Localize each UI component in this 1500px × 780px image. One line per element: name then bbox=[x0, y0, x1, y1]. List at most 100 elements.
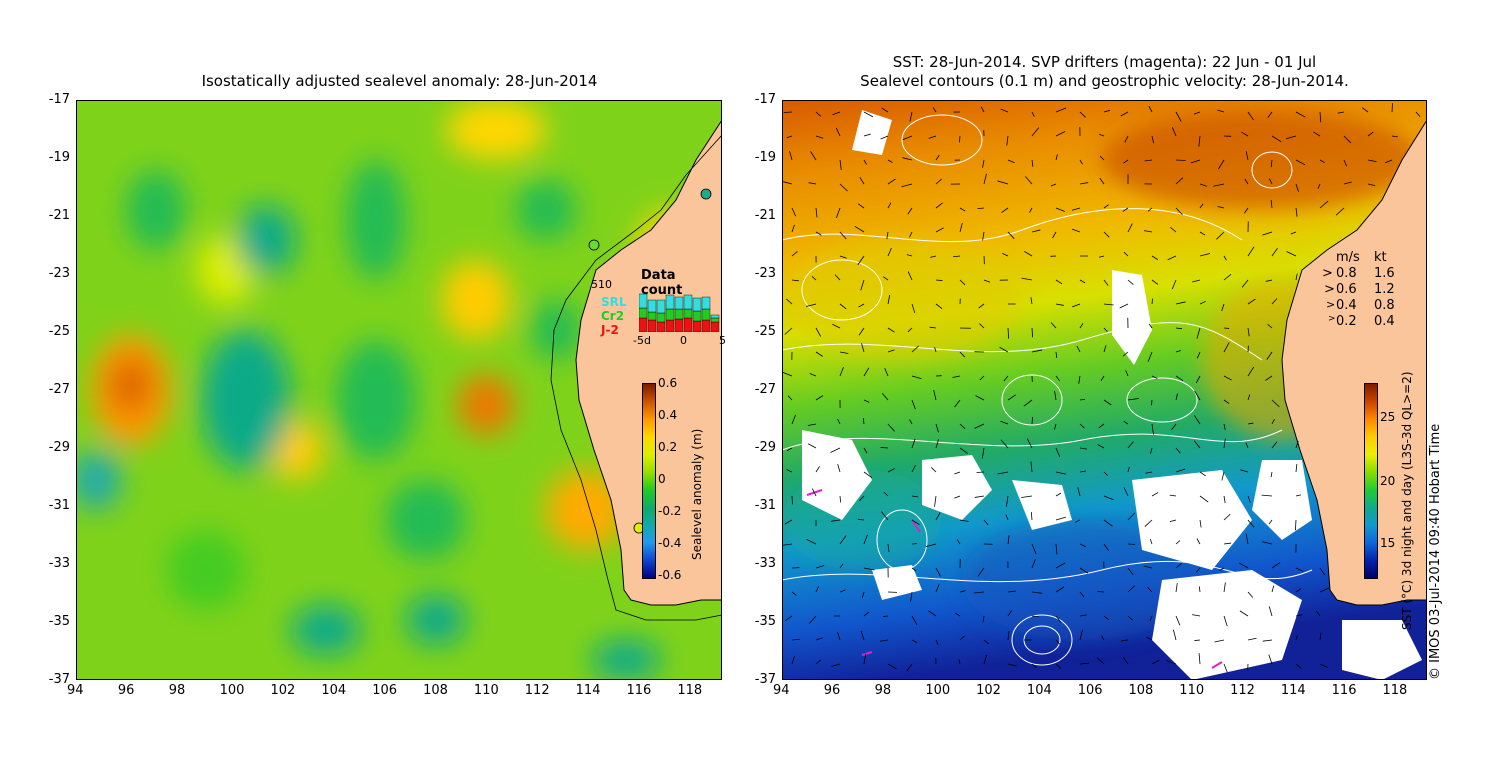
velocity-vector bbox=[1122, 351, 1129, 357]
velocity-vector bbox=[1268, 606, 1273, 617]
velocity-vector bbox=[901, 183, 913, 188]
latitude-tick-label: -33 bbox=[48, 556, 70, 571]
velocity-vector bbox=[983, 639, 990, 645]
longitude-tick-label: 108 bbox=[423, 683, 448, 698]
velocity-vector bbox=[1286, 251, 1297, 257]
velocity-vector bbox=[836, 207, 841, 218]
velocity-vector bbox=[1268, 519, 1273, 525]
velocity-vector bbox=[1194, 415, 1201, 425]
velocity-vector bbox=[1175, 393, 1178, 401]
velocity-vector bbox=[1415, 111, 1421, 118]
velocity-vector bbox=[1194, 390, 1201, 401]
velocity-vector bbox=[935, 154, 940, 161]
velocity-vector bbox=[1054, 390, 1057, 401]
velocity-vector bbox=[1247, 327, 1250, 337]
velocity-vector bbox=[811, 276, 817, 281]
velocity-vector bbox=[1071, 228, 1081, 233]
velocity-vector bbox=[1199, 231, 1206, 236]
velocity-vector bbox=[791, 591, 797, 596]
velocity-vector bbox=[911, 438, 916, 449]
longitude-tick-label: 118 bbox=[677, 683, 703, 698]
velocity-vector bbox=[887, 294, 891, 305]
velocity-vector bbox=[934, 347, 937, 353]
velocity-vector bbox=[1223, 273, 1232, 281]
velocity-vector bbox=[1030, 512, 1033, 521]
sla-colorbar bbox=[642, 383, 656, 579]
velocity-vector bbox=[784, 327, 793, 335]
velocity-vector bbox=[787, 395, 793, 401]
velocity-vector bbox=[1079, 423, 1085, 429]
data-count-bar-j2 bbox=[647, 319, 657, 332]
velocity-vector bbox=[909, 111, 913, 122]
velocity-vector bbox=[1055, 303, 1064, 306]
velocity-vector bbox=[811, 488, 817, 497]
velocity-vector bbox=[983, 654, 988, 665]
velocity-vector bbox=[1199, 203, 1204, 209]
velocity-vector bbox=[1122, 207, 1129, 212]
data-count-title: Data count bbox=[641, 268, 683, 298]
velocity-vector bbox=[1055, 375, 1060, 382]
velocity-vector bbox=[1240, 469, 1249, 473]
sst-tick: 20 bbox=[1380, 474, 1396, 488]
velocity-vector bbox=[954, 471, 961, 475]
velocity-vector bbox=[935, 639, 939, 646]
velocity-vector bbox=[1270, 159, 1273, 168]
velocity-vector bbox=[1055, 351, 1058, 359]
data-count-bar-cr2 bbox=[710, 317, 720, 323]
velocity-vector bbox=[1319, 587, 1329, 593]
velocity-vector bbox=[1175, 177, 1184, 185]
velocity-vector bbox=[1127, 512, 1136, 521]
velocity-vector bbox=[784, 519, 793, 525]
velocity-vector bbox=[1003, 375, 1009, 382]
data-count-bar-cr2 bbox=[656, 312, 666, 323]
velocity-vector bbox=[1055, 492, 1062, 497]
velocity-vector bbox=[929, 326, 937, 329]
longitude-tick-label: 94 bbox=[67, 683, 84, 698]
velocity-vector bbox=[1271, 562, 1281, 569]
velocity-vector bbox=[1267, 111, 1273, 118]
velocity-legend-header-kt: kt bbox=[1374, 250, 1387, 265]
velocity-vector bbox=[907, 207, 913, 215]
velocity-vector bbox=[1029, 207, 1033, 213]
velocity-vector bbox=[791, 655, 795, 665]
velocity-vector bbox=[1079, 567, 1089, 574]
velocity-vector bbox=[1123, 420, 1129, 425]
velocity-vector bbox=[810, 151, 817, 161]
velocity-vector bbox=[1245, 151, 1249, 161]
velocity-vector bbox=[1391, 135, 1398, 138]
velocity-vector bbox=[1005, 514, 1009, 521]
velocity-vector bbox=[1127, 567, 1134, 576]
velocity-vector bbox=[911, 567, 917, 572]
velocity-vector bbox=[1147, 207, 1153, 212]
velocity-vector bbox=[1194, 639, 1201, 641]
australia-landmass bbox=[1282, 120, 1427, 605]
velocity-vector bbox=[1021, 277, 1033, 281]
velocity-vector bbox=[1247, 111, 1254, 121]
velocity-vector bbox=[959, 423, 966, 429]
velocity-vector bbox=[933, 389, 937, 401]
velocity-vector bbox=[1218, 159, 1225, 170]
velocity-vector bbox=[959, 447, 968, 454]
velocity-vector bbox=[1006, 135, 1009, 146]
velocity-vector bbox=[859, 495, 865, 501]
velocity-vector bbox=[909, 419, 913, 425]
velocity-vector bbox=[1171, 127, 1177, 137]
longitude-tick-label: 116 bbox=[1331, 683, 1357, 698]
tide-gauge-marker bbox=[588, 239, 600, 251]
velocity-vector bbox=[1217, 206, 1225, 209]
velocity-vector bbox=[979, 375, 985, 381]
latitude-tick-label: -17 bbox=[48, 92, 70, 107]
velocity-vector bbox=[1265, 279, 1273, 282]
velocity-vector bbox=[1271, 248, 1278, 257]
velocity-vector bbox=[1171, 279, 1177, 290]
velocity-vector bbox=[959, 135, 961, 143]
tide-gauge-marker bbox=[700, 188, 712, 200]
velocity-vector bbox=[839, 231, 847, 240]
velocity-vector bbox=[1270, 200, 1273, 209]
velocity-vector bbox=[953, 255, 961, 258]
velocity-vector bbox=[883, 491, 889, 497]
velocity-vector bbox=[1021, 495, 1033, 498]
velocity-vector bbox=[1199, 471, 1206, 477]
sla-tick: -0.4 bbox=[658, 536, 682, 550]
velocity-vector bbox=[1167, 255, 1177, 261]
